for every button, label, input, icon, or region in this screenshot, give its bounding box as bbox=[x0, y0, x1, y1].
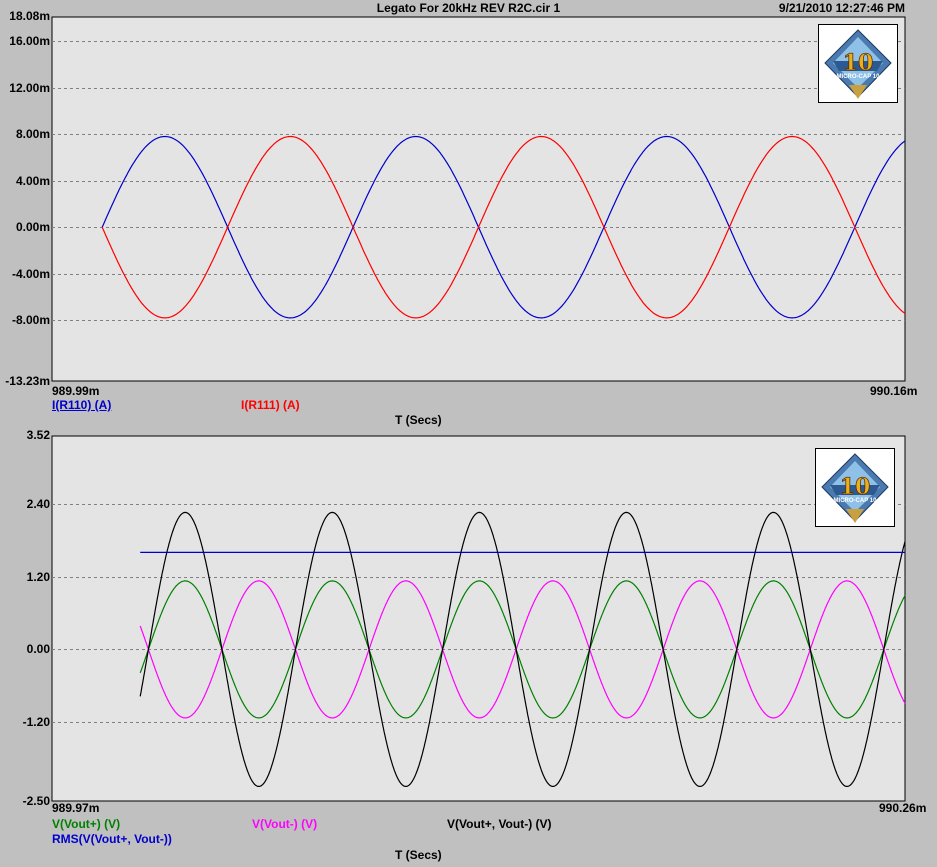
top-xmin-label: 989.99m bbox=[52, 384, 100, 398]
svg-text:MICRO-CAP 10: MICRO-CAP 10 bbox=[834, 498, 878, 504]
bottom-xmin-label: 989.97m bbox=[52, 801, 100, 815]
svg-text:10: 10 bbox=[843, 50, 874, 76]
ytick-label-1-3: -1.20 bbox=[22, 715, 50, 730]
micro-cap-logo-bottom: 10 MICRO-CAP 10 bbox=[815, 448, 895, 527]
top-xaxis-title: T (Secs) bbox=[395, 413, 442, 427]
ytick-label-0-6: -8.00m bbox=[11, 313, 50, 328]
legend-v-vout-minus[interactable]: V(Vout-) (V) bbox=[252, 817, 318, 831]
ytick-label-0-3: 4.00m bbox=[15, 173, 50, 188]
bottom-xmax-label: 990.26m bbox=[879, 801, 927, 815]
legend-i-r111[interactable]: I(R111) (A) bbox=[241, 398, 300, 412]
series-line-1-2 bbox=[139, 511, 906, 788]
ytick-label-0-0: 16.00m bbox=[9, 34, 50, 49]
plot-area-0 bbox=[51, 16, 906, 382]
ytick-label-1-0: 2.40 bbox=[26, 496, 50, 511]
micro-cap-logo-icon: 10 MICRO-CAP 10 bbox=[824, 29, 892, 99]
plot-area-1 bbox=[51, 435, 906, 802]
ytick-label-0-max: 18.08m bbox=[9, 9, 50, 23]
series-line-1-1 bbox=[139, 580, 906, 719]
micro-cap-logo-icon: 10 MICRO-CAP 10 bbox=[821, 453, 889, 523]
series-line-0-0 bbox=[101, 135, 906, 319]
ytick-label-0-2: 8.00m bbox=[15, 127, 50, 142]
svg-text:10: 10 bbox=[840, 474, 871, 500]
timestamp: 9/21/2010 12:27:46 PM bbox=[778, 1, 905, 15]
legend-rms[interactable]: RMS(V(Vout+, Vout-)) bbox=[52, 832, 172, 846]
ytick-label-0-1: 12.00m bbox=[9, 80, 50, 95]
series-line-0-1 bbox=[101, 135, 906, 319]
legend-i-r110[interactable]: I(R110) (A) bbox=[52, 398, 112, 412]
svg-text:MICRO-CAP 10: MICRO-CAP 10 bbox=[837, 74, 881, 80]
ytick-label-1-max: 3.52 bbox=[26, 428, 50, 442]
bottom-xaxis-title: T (Secs) bbox=[395, 848, 442, 862]
ytick-label-0-min: -13.23m bbox=[5, 374, 50, 388]
ytick-label-0-4: 0.00m bbox=[15, 220, 50, 235]
window-title: Legato For 20kHz REV R2C.cir 1 bbox=[376, 1, 561, 15]
ytick-label-1-min: -2.50 bbox=[22, 794, 50, 808]
legend-v-diff[interactable]: V(Vout+, Vout-) (V) bbox=[447, 817, 552, 831]
top-xmax-label: 990.16m bbox=[870, 384, 918, 398]
ytick-label-1-1: 1.20 bbox=[26, 569, 50, 584]
series-line-1-0 bbox=[139, 580, 906, 719]
legend-v-vout-plus[interactable]: V(Vout+) (V) bbox=[52, 817, 121, 831]
micro-cap-logo-top: 10 MICRO-CAP 10 bbox=[818, 24, 898, 103]
ytick-label-0-5: -4.00m bbox=[11, 266, 50, 281]
ytick-label-1-2: 0.00 bbox=[26, 642, 50, 657]
